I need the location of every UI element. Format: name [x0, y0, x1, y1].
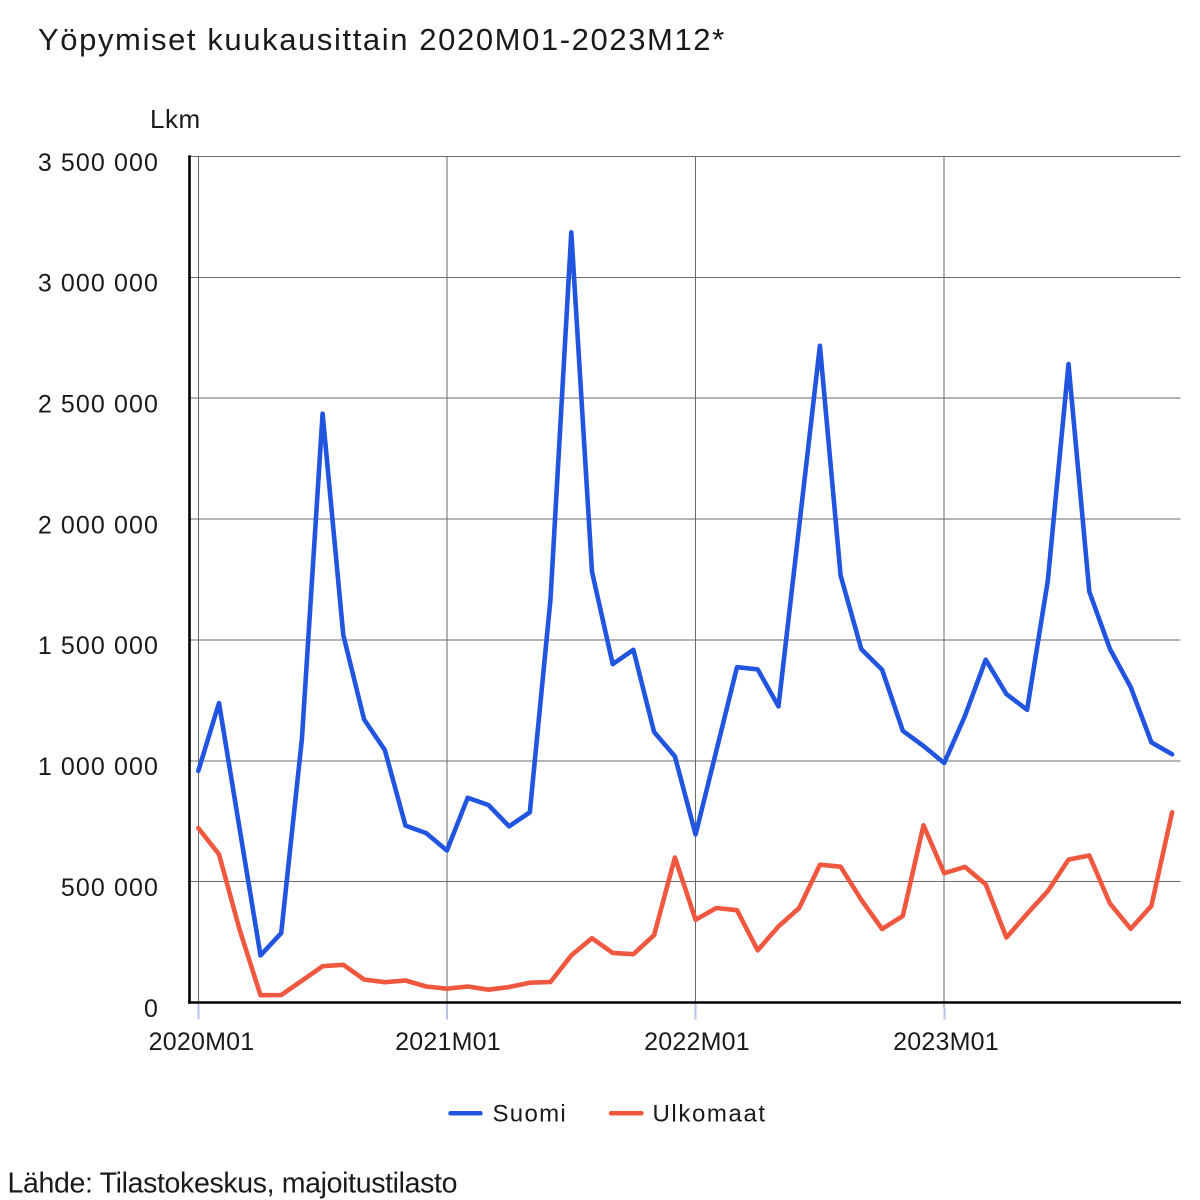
- svg-text:2 000 000: 2 000 000: [38, 511, 159, 539]
- svg-text:Suomi: Suomi: [493, 1101, 568, 1128]
- svg-text:Yöpymiset kuukausittain 2020M0: Yöpymiset kuukausittain 2020M01-2023M12*: [38, 22, 726, 57]
- svg-text:2022M01: 2022M01: [644, 1028, 750, 1056]
- svg-text:3 500 000: 3 500 000: [38, 149, 159, 177]
- svg-text:Lkm: Lkm: [150, 104, 201, 134]
- svg-text:500 000: 500 000: [61, 874, 159, 902]
- svg-text:1 500 000: 1 500 000: [38, 632, 159, 660]
- svg-text:Ulkomaat: Ulkomaat: [653, 1101, 767, 1128]
- svg-text:2 500 000: 2 500 000: [38, 391, 159, 419]
- svg-text:2020M01: 2020M01: [149, 1028, 255, 1056]
- svg-text:2023M01: 2023M01: [893, 1028, 999, 1056]
- svg-text:1 000 000: 1 000 000: [38, 753, 159, 781]
- svg-text:2021M01: 2021M01: [395, 1028, 501, 1056]
- svg-text:3 000 000: 3 000 000: [38, 270, 159, 298]
- svg-text:Lähde: Tilastokeskus, majoitus: Lähde: Tilastokeskus, majoitustilasto: [8, 1168, 458, 1200]
- svg-text:0: 0: [144, 995, 159, 1023]
